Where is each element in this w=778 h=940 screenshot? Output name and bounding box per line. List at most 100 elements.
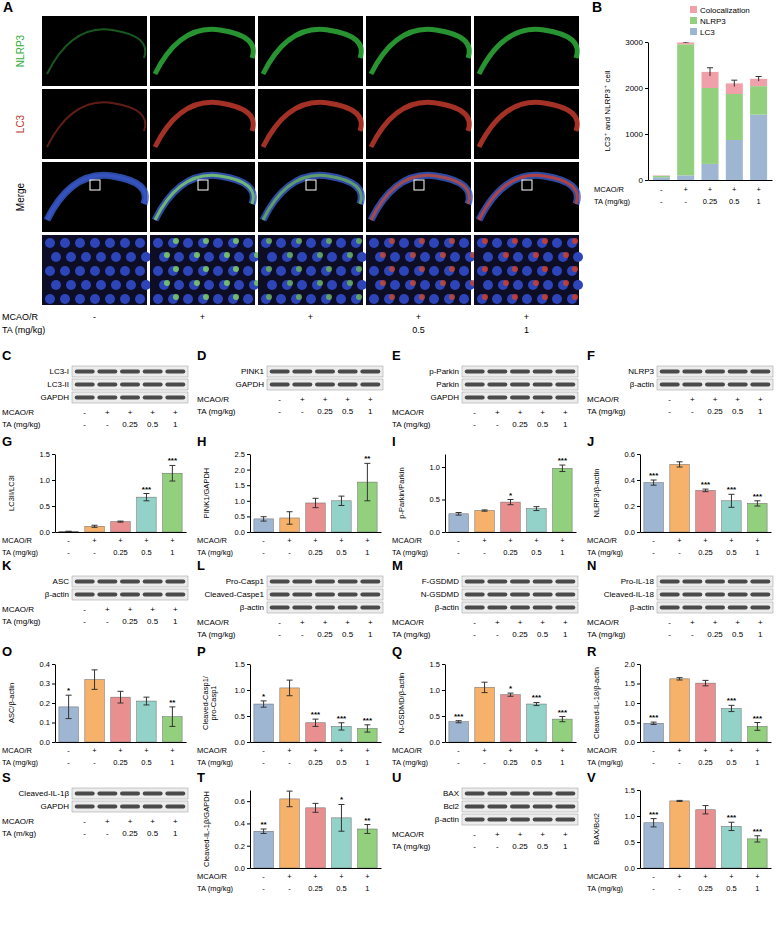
band-label: β-actin [45,590,69,599]
condition-value: - [288,884,291,893]
y-tick-label: 2.0 [235,466,245,475]
blot-strip [657,366,773,377]
condition-label: MCAO/R [197,536,228,545]
blot-band [360,383,380,387]
blot-band [97,383,117,387]
nucleus [204,280,214,290]
nucleus [351,238,361,248]
y-tick-mark [247,454,250,455]
error-cap [338,505,344,506]
error-cap [287,791,293,792]
significance: *** [649,713,659,722]
y-axis-title: Cleaved-IL-18/β-actin [592,667,601,739]
condition-label: MCAO/R [2,536,33,545]
significance: * [509,684,513,693]
nucleus [429,238,439,248]
signal-spot [317,280,323,286]
error-bar [289,791,290,807]
nucleus [159,280,169,290]
nucleus [153,266,163,276]
error-cap [118,703,124,704]
error-cap [313,507,319,508]
blot-strip [72,392,188,403]
blot-band [555,370,575,374]
image-tile [366,162,471,232]
error-cap [508,499,514,500]
blot-band [360,593,380,597]
image-structure [155,175,253,220]
y-tick-label: 0.0 [625,528,635,537]
condition-value: 0.5 [342,407,354,416]
blot-band [555,593,575,597]
blot-panel: FNLRP3β-actinMCAO/R-++++TA (mg/kg)--0.25… [587,348,773,416]
error-bar [263,829,264,833]
blot-panel: KASCβ-actinMCAO/R-++++TA (mg/kg)--0.250.… [2,558,188,626]
condition-label: MCAO/R [2,817,34,826]
blot-panel: SCleaved-IL-1βGAPDHMCAO/R-++++TA (m/kg)-… [2,770,188,838]
condition-value: 0.5 [336,884,346,893]
nucleus [213,238,223,248]
legend-label: NLRP3 [700,17,726,26]
error-cap [651,826,657,827]
condition-label: MCAO/R [197,872,228,881]
condition-value: + [518,408,523,417]
nucleus [312,280,322,290]
y-tick-mark [52,532,55,533]
nucleus [51,280,61,290]
blot-strip [267,589,383,600]
signal-spot [419,266,425,272]
error-cap [66,531,72,532]
significance: *** [727,813,737,822]
condition-value: 0.25 [113,548,128,557]
blot-band [75,593,95,597]
signal-spot [380,280,386,286]
y-tick-mark [442,716,445,717]
error-bar [731,822,732,830]
condition-value: + [287,536,292,545]
error-bar [757,836,758,842]
band-label: Pro-Casp1 [226,577,265,586]
y-tick: 1000 [625,130,648,139]
y-tick-label: 0.4 [40,660,50,669]
y-axis: 0.00.51.0 [430,455,446,537]
y-tick: 0.0 [625,864,640,873]
nucleus [414,266,424,276]
y-tick-mark [52,664,55,665]
nucleus [444,266,454,276]
signal-spot [347,252,353,258]
condition-value: + [713,618,718,627]
y-tick-mark [247,485,250,486]
y-tick-mark [637,868,640,869]
y-tick: 2000 [625,84,648,93]
significance: *** [701,480,711,489]
image-tile [366,235,476,305]
error-cap [287,524,293,525]
y-tick: 0.0 [625,528,640,537]
y-axis: 0.00.20.40.6 [235,791,251,873]
condition-value: 0.25 [113,758,128,767]
blot-band [75,792,95,796]
nucleus [291,238,301,248]
error-bar [146,697,147,705]
nucleus [369,266,379,276]
error-bar [484,682,485,692]
y-tick-label: 0.0 [625,738,635,747]
condition-label: MCAO/R [2,312,39,322]
y-tick-mark [637,684,640,685]
image-tile [150,235,260,305]
y-tick-label: 0.6 [235,797,245,806]
error-cap [66,718,72,719]
condition-value: 0.5 [141,758,151,767]
condition-label: MCAO/R [2,605,34,614]
nucleus [45,294,55,304]
error-cap [313,812,319,813]
condition-value: + [703,872,708,881]
condition-value: + [735,618,740,627]
error-cap [313,803,319,804]
image-tile [474,89,579,159]
condition-label: TA (mg/kg) [2,420,41,429]
nucleus [126,252,136,262]
condition-value: - [668,395,671,404]
error-bar [367,725,368,732]
nucleus [66,252,76,262]
